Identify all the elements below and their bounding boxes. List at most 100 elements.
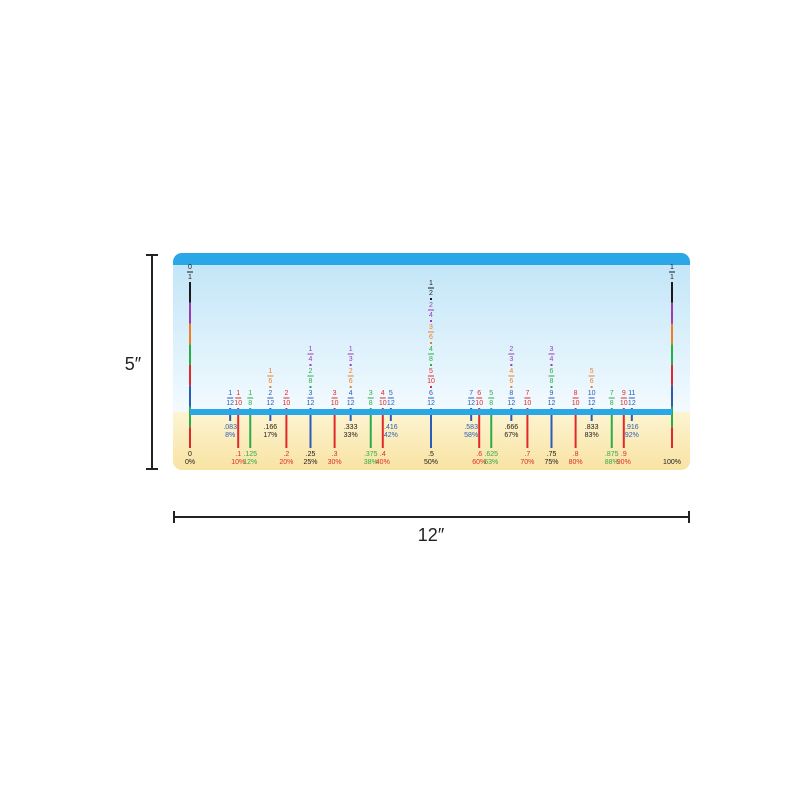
numerator: 2 xyxy=(509,346,513,353)
denominator: 8 xyxy=(610,400,614,407)
decimal: .625 xyxy=(484,451,498,458)
denominator: 12 xyxy=(588,400,596,407)
denominator: 10 xyxy=(524,400,532,407)
denominator: 10 xyxy=(234,400,242,407)
percent: 30% xyxy=(328,459,342,466)
percent: 42% xyxy=(384,432,398,439)
percent: 92% xyxy=(625,432,639,439)
numerator: 5 xyxy=(489,390,493,397)
denominator: 6 xyxy=(590,378,594,385)
numerator: 2 xyxy=(429,302,433,309)
numerator: 6 xyxy=(550,368,554,375)
decimal: .6 xyxy=(476,451,482,458)
percent: 20% xyxy=(279,459,293,466)
numerator: 1 xyxy=(309,346,313,353)
width-label: 12″ xyxy=(418,525,445,545)
denominator: 8 xyxy=(369,400,373,407)
denominator: 6 xyxy=(509,378,513,385)
height-label: 5″ xyxy=(125,354,142,374)
numerator: 4 xyxy=(381,390,385,397)
numerator: 1 xyxy=(349,346,353,353)
numerator: 7 xyxy=(469,390,473,397)
percent: 90% xyxy=(617,459,631,466)
numerator: 1 xyxy=(248,390,252,397)
decimal: .583 xyxy=(464,424,478,431)
numerator: 1 xyxy=(429,280,433,287)
denominator: 10 xyxy=(331,400,339,407)
denominator: 8 xyxy=(550,378,554,385)
decimal: .416 xyxy=(384,424,398,431)
numerator: 2 xyxy=(309,368,313,375)
numerator: 3 xyxy=(369,390,373,397)
numerator: 8 xyxy=(509,390,513,397)
percent: 25% xyxy=(303,459,317,466)
denominator: 12 xyxy=(548,400,556,407)
numerator: 2 xyxy=(268,390,272,397)
decimal: .8 xyxy=(573,451,579,458)
denominator: 4 xyxy=(550,356,554,363)
decimal: .875 xyxy=(605,451,619,458)
numerator: 6 xyxy=(429,390,433,397)
denominator: 6 xyxy=(349,378,353,385)
decimal: .7 xyxy=(524,451,530,458)
decimal: .2 xyxy=(283,451,289,458)
denominator: 12 xyxy=(347,400,355,407)
percent: 38% xyxy=(364,459,378,466)
decimal: .375 xyxy=(364,451,378,458)
decimal: .083 xyxy=(223,424,237,431)
denominator: 10 xyxy=(379,400,387,407)
denominator: 6 xyxy=(268,378,272,385)
denominator: 12 xyxy=(628,400,636,407)
decimal: .75 xyxy=(547,451,557,458)
denominator: 12 xyxy=(427,400,435,407)
denominator: 3 xyxy=(349,356,353,363)
denominator: 10 xyxy=(283,400,291,407)
decimal: .9 xyxy=(621,451,627,458)
denominator: 1 xyxy=(188,274,192,281)
percent: 88% xyxy=(605,459,619,466)
decimal: .166 xyxy=(264,424,278,431)
percent: 75% xyxy=(544,459,558,466)
denominator: 6 xyxy=(429,334,433,341)
denominator: 8 xyxy=(248,400,252,407)
numerator: 0 xyxy=(188,264,192,271)
percent: 70% xyxy=(520,459,534,466)
numerator: 3 xyxy=(333,390,337,397)
numerator: 9 xyxy=(622,390,626,397)
denominator: 12 xyxy=(226,400,234,407)
denominator: 3 xyxy=(509,356,513,363)
numerator: 9 xyxy=(550,390,554,397)
decimal: .666 xyxy=(505,424,519,431)
denominator: 12 xyxy=(467,400,475,407)
numerator: 4 xyxy=(429,346,433,353)
numerator: 5 xyxy=(429,368,433,375)
percent: 58% xyxy=(464,432,478,439)
denominator: 1 xyxy=(670,274,674,281)
numerator: 10 xyxy=(588,390,596,397)
numerator: 11 xyxy=(628,390,635,397)
numerator: 2 xyxy=(284,390,288,397)
decimal: .4 xyxy=(380,451,386,458)
denominator: 10 xyxy=(427,378,435,385)
denominator: 2 xyxy=(429,290,433,297)
decimal: .25 xyxy=(306,451,316,458)
numerator: 3 xyxy=(309,390,313,397)
numerator: 1 xyxy=(236,390,240,397)
numerator: 3 xyxy=(429,324,433,331)
denominator: 12 xyxy=(266,400,274,407)
numerator: 2 xyxy=(349,368,353,375)
numerator: 1 xyxy=(268,368,272,375)
percent: 8% xyxy=(225,432,235,439)
percent: 60% xyxy=(472,459,486,466)
numerator: 7 xyxy=(610,390,614,397)
numerator: 6 xyxy=(477,390,481,397)
numerator: 1 xyxy=(670,264,674,271)
denominator: 12 xyxy=(387,400,395,407)
percent: 80% xyxy=(569,459,583,466)
denominator: 10 xyxy=(620,400,628,407)
denominator: 4 xyxy=(429,312,433,319)
numerator: 5 xyxy=(389,390,393,397)
percent: 17% xyxy=(263,432,277,439)
decimal: .833 xyxy=(585,424,599,431)
numerator: 8 xyxy=(574,390,578,397)
